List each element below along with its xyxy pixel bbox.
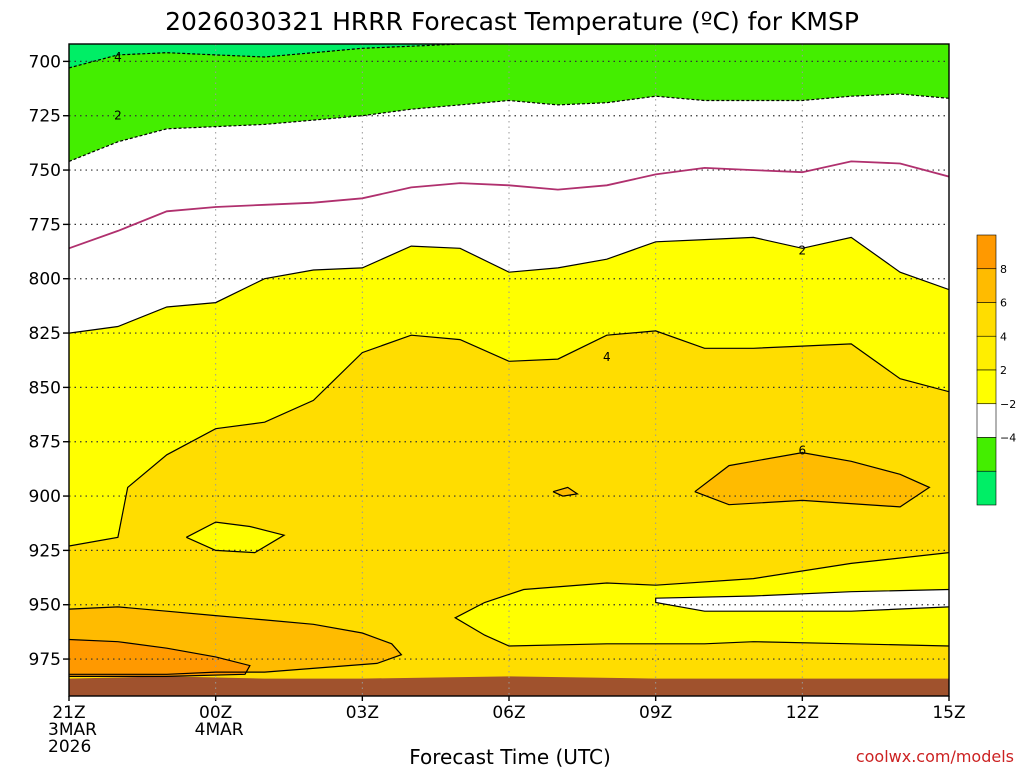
fill-region-7	[69, 639, 250, 696]
chart-title: 2026030321 HRRR Forecast Temperature (ºC…	[165, 7, 859, 36]
ground-surface	[69, 676, 949, 696]
colorbar-label-3: 2	[1000, 364, 1007, 377]
colorbar-segment-5	[976, 403, 997, 438]
contour-line-11	[69, 638, 251, 678]
fill-region-1	[186, 522, 285, 553]
y-tick-label-850: 850	[29, 378, 61, 398]
contour-line-4	[69, 330, 949, 547]
colorbar-legend: 8 6 4 2 −2 −4	[976, 234, 1016, 506]
colorbar-label-1: 6	[1000, 297, 1007, 310]
colorbar-label-4: −2	[1000, 398, 1016, 411]
x-axis-label: Forecast Time (UTC)	[409, 745, 611, 768]
fill-band-minus2	[69, 44, 949, 162]
x-tick-label-4-0: 09Z	[639, 703, 672, 723]
contour-line-2	[69, 160, 949, 250]
y-tick-label-800: 800	[29, 270, 61, 290]
y-tick-label-775: 775	[29, 215, 61, 235]
x-tick-label-1-0: 00Z	[199, 703, 232, 723]
x-tick-label-0-0: 21Z	[52, 703, 85, 723]
x-tick-label-3-0: 06Z	[492, 703, 525, 723]
y-axis: 700 725 750 775 800 825 850 875 900 925 950 975	[29, 52, 69, 670]
credit-link[interactable]: coolwx.com/models	[856, 747, 1014, 766]
x-tick-label-0-2: 2026	[48, 737, 91, 757]
colorbar-segment-4	[976, 369, 997, 405]
y-tick-label-900: 900	[29, 487, 61, 507]
contour-line-7	[552, 486, 580, 497]
colorbar-segment-2	[976, 302, 997, 337]
colorbar-segment-0	[976, 234, 997, 270]
contour-label-4: 4	[603, 350, 611, 364]
fill-region-4	[455, 552, 949, 696]
contour-line-10	[69, 606, 403, 675]
colorbar-segment-1	[976, 268, 997, 303]
y-tick-label-950: 950	[29, 596, 61, 616]
contour-line-5	[186, 521, 286, 554]
colorbar-label-0: 8	[1000, 263, 1007, 276]
contour-label-3: 2	[799, 243, 807, 257]
y-tick-label-725: 725	[29, 107, 61, 127]
contour-line-1	[69, 93, 949, 162]
contour-line-8	[453, 552, 949, 647]
y-tick-label-875: 875	[29, 433, 61, 453]
contour-lines: 4 2 2 4 6	[69, 44, 949, 678]
fill-band-minus4	[69, 44, 461, 68]
contour-line-9	[655, 588, 949, 612]
contour-label-1: 2	[114, 109, 122, 123]
colorbar-label-5: −4	[1000, 432, 1016, 445]
colorbar-label-2: 4	[1000, 330, 1007, 343]
contour-line-3	[69, 236, 949, 334]
y-tick-label-825: 825	[29, 324, 61, 344]
x-tick-label-1-1: 4MAR	[195, 720, 244, 740]
fill-region-2	[694, 452, 930, 507]
y-tick-label-925: 925	[29, 541, 61, 561]
x-tick-label-0-1: 3MAR	[48, 720, 97, 740]
x-tick-label-2-0: 03Z	[346, 703, 379, 723]
colorbar-segment-3	[976, 335, 997, 371]
contour-label-0: 4	[114, 50, 122, 64]
contour-line-0	[69, 44, 461, 69]
x-tick-label-5-0: 12Z	[786, 703, 819, 723]
x-tick-label-6-0: 15Z	[932, 703, 965, 723]
y-tick-label-975: 975	[29, 650, 61, 670]
colorbar-segment-6	[976, 437, 997, 472]
contour-line-6	[694, 451, 931, 508]
plot-area: 4 2 2 4 6	[68, 43, 950, 697]
colorbar-segment-7	[976, 470, 997, 506]
contour-label-6: 6	[799, 443, 807, 457]
y-tick-label-700: 700	[29, 52, 61, 72]
y-tick-label-750: 750	[29, 161, 61, 181]
